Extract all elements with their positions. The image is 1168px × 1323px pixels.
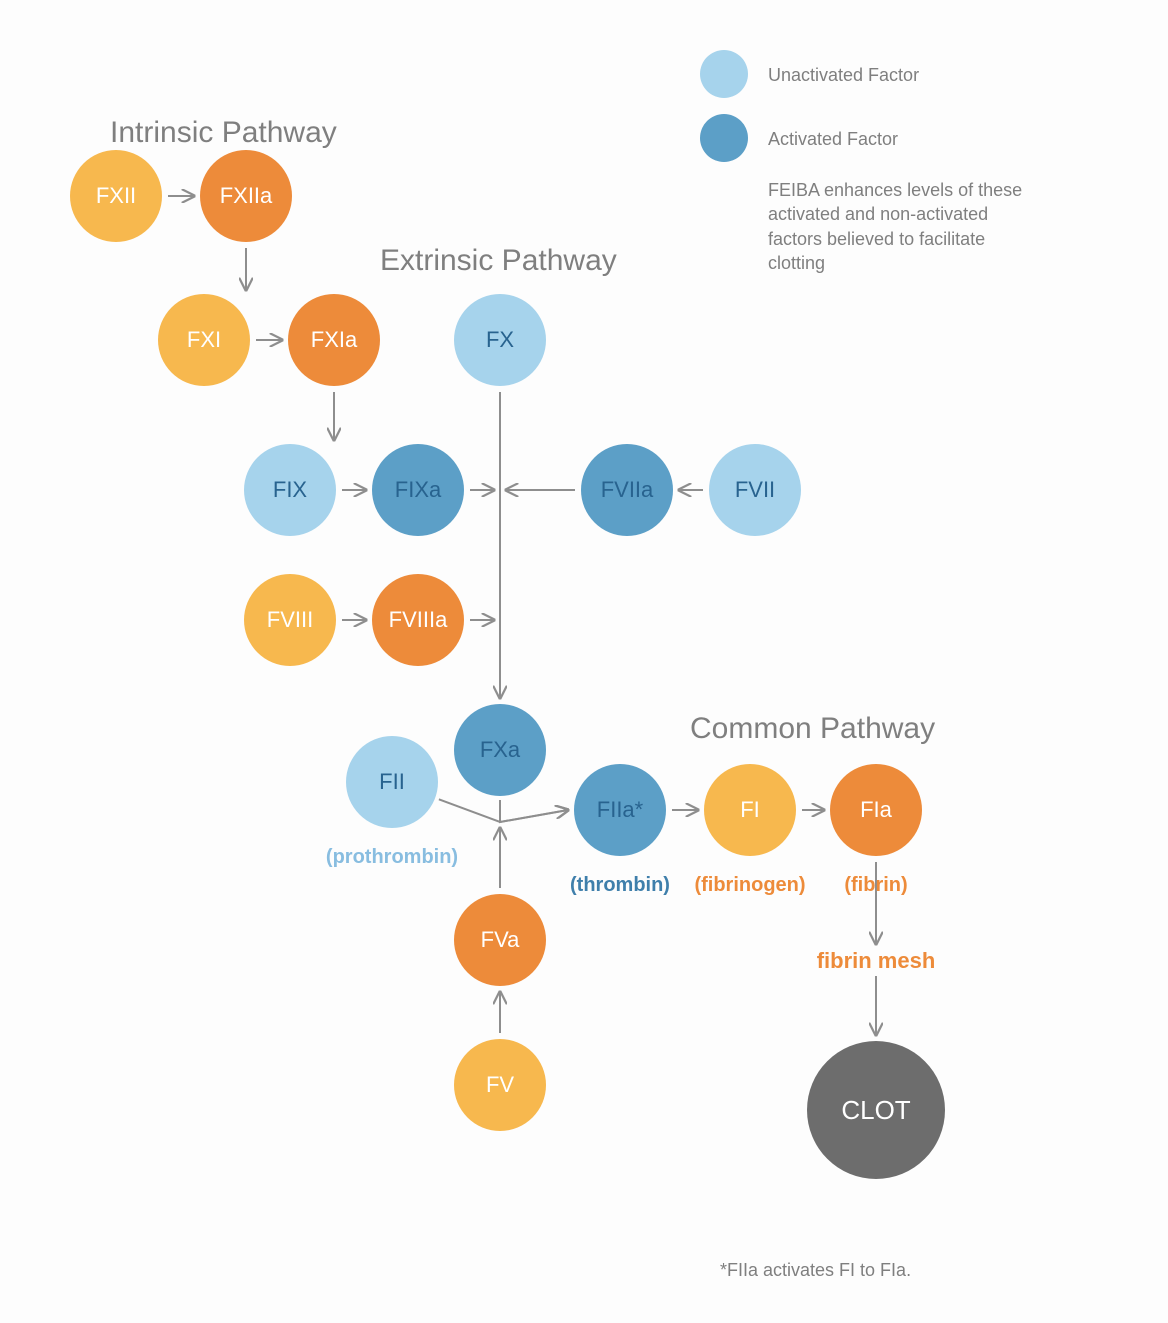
footnote: *FIIa activates FI to FIa. xyxy=(720,1260,911,1281)
legend-note: FEIBA enhances levels of these activated… xyxy=(768,178,1028,275)
node-clot: CLOT xyxy=(807,1041,945,1179)
node-fviii: FVIII xyxy=(244,574,336,666)
node-fx: FX xyxy=(454,294,546,386)
node-fii: FII xyxy=(346,736,438,828)
legend-label-1: Activated Factor xyxy=(768,127,898,151)
node-fii-sublabel: (prothrombin) xyxy=(302,846,482,869)
node-fi: FI xyxy=(704,764,796,856)
heading-extrinsic: Extrinsic Pathway xyxy=(380,244,617,278)
node-fviiia: FVIIIa xyxy=(372,574,464,666)
node-fiia: FIIa* xyxy=(574,764,666,856)
node-fia-sublabel: (fibrin) xyxy=(786,874,966,897)
node-fva: FVa xyxy=(454,894,546,986)
legend-swatch-1 xyxy=(700,114,748,162)
node-fix: FIX xyxy=(244,444,336,536)
node-fxia: FXIa xyxy=(288,294,380,386)
node-fia: FIa xyxy=(830,764,922,856)
node-fxi: FXI xyxy=(158,294,250,386)
node-fxiia: FXIIa xyxy=(200,150,292,242)
heading-intrinsic: Intrinsic Pathway xyxy=(110,116,337,150)
heading-common: Common Pathway xyxy=(690,712,935,746)
legend-label-0: Unactivated Factor xyxy=(768,63,919,87)
node-fviia: FVIIa xyxy=(581,444,673,536)
node-fxa: FXa xyxy=(454,704,546,796)
text-fibrin_mesh: fibrin mesh xyxy=(796,948,956,974)
node-fixa: FIXa xyxy=(372,444,464,536)
node-fvii: FVII xyxy=(709,444,801,536)
legend-swatch-0 xyxy=(700,50,748,98)
node-fv: FV xyxy=(454,1039,546,1131)
node-fxii: FXII xyxy=(70,150,162,242)
